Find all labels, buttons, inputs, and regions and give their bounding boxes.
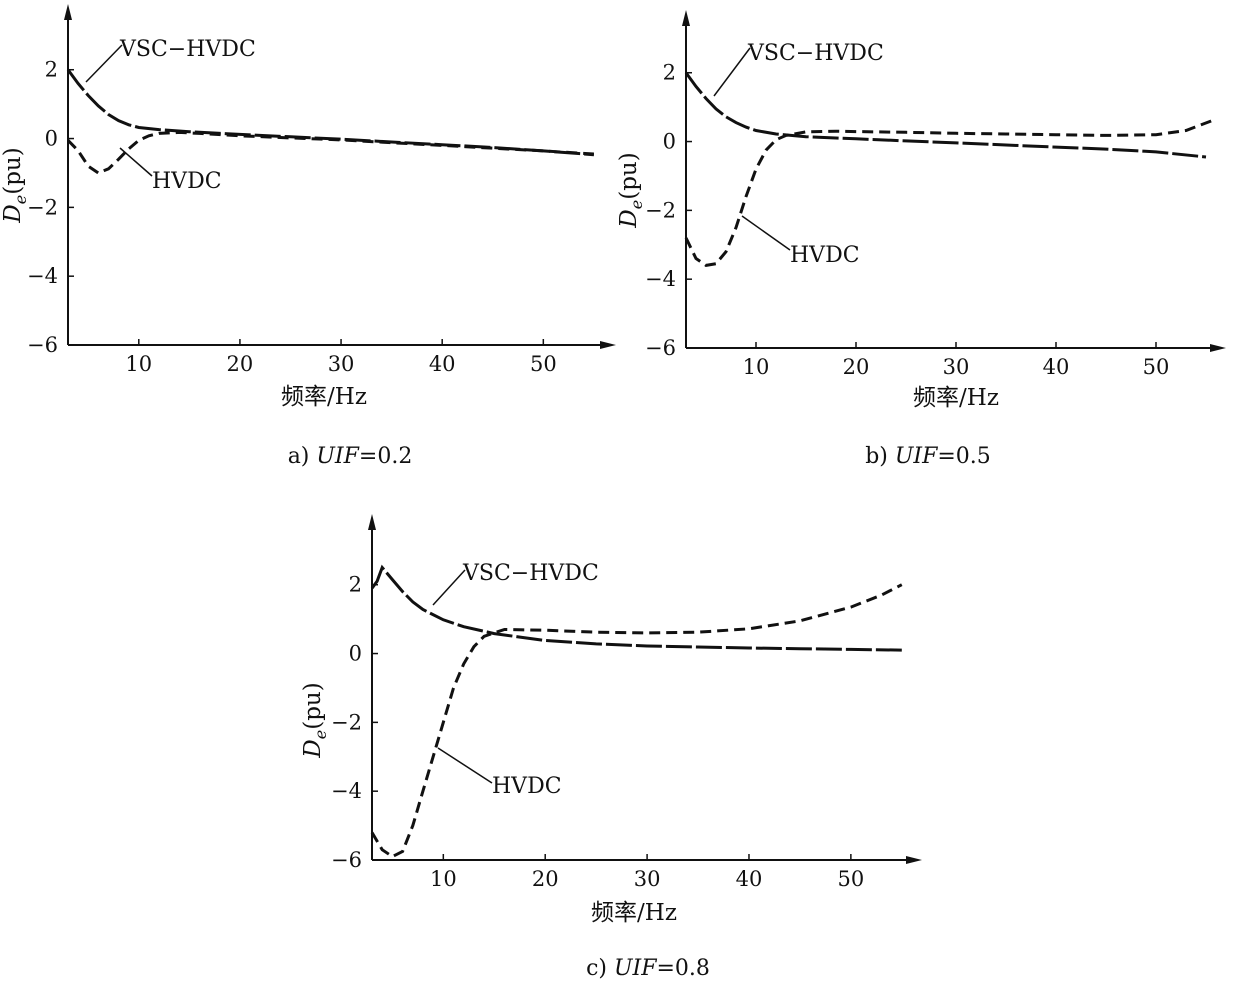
- x-tick-label: 50: [1143, 355, 1170, 379]
- series-hvdc-line: [370, 583, 903, 859]
- x-tick-label: 10: [743, 355, 770, 379]
- y-axis-title-symbol: D: [300, 739, 326, 758]
- caption-variable: UIF: [316, 444, 359, 469]
- y-tick-label: −6: [27, 333, 58, 357]
- x-tick-label: 10: [430, 867, 457, 891]
- y-axis-title-subscript: e: [627, 200, 646, 209]
- y-tick-label: −4: [27, 264, 58, 288]
- x-tick-label: 40: [429, 352, 456, 376]
- hvdc-leader-line: [437, 747, 493, 784]
- y-tick-label: 2: [45, 58, 58, 82]
- series-label-hvdc: HVDC: [152, 169, 222, 194]
- y-axis-title: De(pu): [616, 152, 646, 228]
- caption-prefix: c): [586, 956, 614, 981]
- panel-caption: a) UIF=0.2: [288, 444, 413, 469]
- y-tick-label: −4: [645, 267, 676, 291]
- panel-caption: b) UIF=0.5: [865, 444, 991, 469]
- series-hvdc-line: [66, 130, 594, 175]
- y-axis-arrow-icon: [682, 10, 690, 26]
- y-tick-label: −4: [331, 779, 362, 803]
- y-tick-label: −6: [645, 336, 676, 360]
- panel-caption: c) UIF=0.8: [586, 956, 710, 981]
- x-tick-label: 10: [125, 352, 152, 376]
- x-tick-label: 50: [838, 867, 865, 891]
- caption-variable: UIF: [614, 956, 657, 981]
- vsc-hvdc-leader-line: [713, 47, 751, 97]
- x-axis-arrow-icon: [1210, 344, 1226, 352]
- y-axis-title-subscript: e: [311, 730, 330, 739]
- series-vsc-hvdc-line: [684, 71, 1207, 159]
- x-tick-label: 20: [227, 352, 254, 376]
- y-tick-label: 0: [45, 127, 58, 151]
- x-axis-title: 频率/Hz: [913, 385, 999, 411]
- caption-prefix: a): [288, 444, 317, 469]
- hvdc-leader-line: [119, 147, 153, 177]
- x-tick-label: 30: [328, 352, 355, 376]
- panel-b: 20−2−4−610 20 30 40 50VSC−HVDCHVDCDe(pu)频率/H…: [616, 10, 1226, 469]
- y-tick-label: 2: [349, 573, 362, 597]
- x-tick-label: 40: [736, 867, 763, 891]
- series-label-hvdc: HVDC: [790, 243, 860, 268]
- x-tick-label: 30: [634, 867, 661, 891]
- y-axis-title-unit: (pu): [300, 682, 326, 729]
- series-hvdc-line: [684, 117, 1217, 267]
- x-tick-label: 40: [1043, 355, 1070, 379]
- y-axis-title-unit: (pu): [0, 147, 26, 194]
- vsc-hvdc-leader-line: [85, 44, 123, 83]
- x-tick-label: 50: [530, 352, 557, 376]
- caption-value: =0.2: [359, 444, 412, 469]
- y-tick-label: 2: [663, 61, 676, 85]
- y-tick-label: 0: [663, 130, 676, 154]
- y-axis-title-symbol: D: [0, 204, 26, 223]
- panel-a: 20−2−4−610 20 30 40 50VSC−HVDCHVDCDe(pu)频率/H…: [0, 4, 616, 469]
- panel-c: 20−2−4−610 20 30 40 50VSC−HVDCHVDCDe(pu)频率/H…: [300, 514, 922, 981]
- y-axis-title: De(pu): [300, 682, 330, 758]
- y-axis-arrow-icon: [64, 4, 72, 20]
- series-label-vsc-hvdc: VSC−HVDC: [119, 37, 256, 62]
- y-tick-label: 0: [349, 642, 362, 666]
- y-axis-arrow-icon: [368, 514, 376, 530]
- caption-value: =0.8: [656, 956, 709, 981]
- series-vsc-hvdc-line: [370, 564, 902, 652]
- y-axis-title: De(pu): [0, 147, 30, 223]
- hvdc-leader-line: [741, 215, 791, 251]
- x-axis-arrow-icon: [906, 856, 922, 864]
- y-tick-label: −6: [331, 848, 362, 872]
- x-axis-title: 频率/Hz: [591, 900, 677, 926]
- caption-value: =0.5: [937, 444, 990, 469]
- series-label-hvdc: HVDC: [492, 774, 562, 799]
- x-tick-label: 20: [532, 867, 559, 891]
- y-tick-label: −2: [645, 198, 676, 222]
- caption-prefix: b): [865, 444, 895, 469]
- y-axis-title-unit: (pu): [616, 152, 642, 199]
- y-tick-label: −2: [331, 710, 362, 734]
- series-label-vsc-hvdc: VSC−HVDC: [747, 41, 884, 66]
- series-label-vsc-hvdc: VSC−HVDC: [462, 561, 599, 586]
- y-axis-title-symbol: D: [616, 209, 642, 228]
- y-tick-label: −2: [27, 195, 58, 219]
- x-axis-title: 频率/Hz: [281, 384, 367, 410]
- x-axis-arrow-icon: [600, 341, 616, 349]
- x-tick-label: 20: [843, 355, 870, 379]
- x-tick-label: 30: [943, 355, 970, 379]
- vsc-hvdc-leader-line: [432, 569, 466, 606]
- y-axis-title-subscript: e: [11, 195, 30, 204]
- series-vsc-hvdc-line: [66, 68, 595, 157]
- caption-variable: UIF: [895, 444, 938, 469]
